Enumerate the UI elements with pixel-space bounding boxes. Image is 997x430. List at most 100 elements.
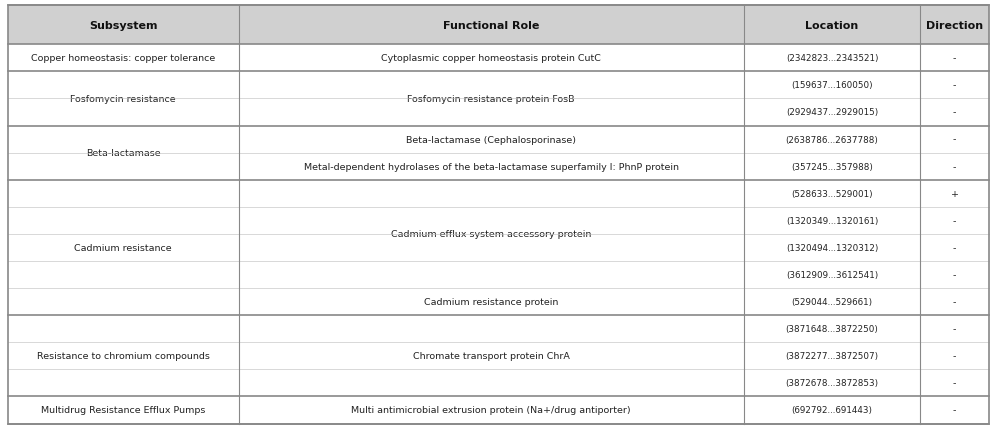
Bar [920, 234, 989, 261]
Text: Cadmium resistance: Cadmium resistance [75, 243, 172, 252]
Text: (357245...357988): (357245...357988) [791, 162, 873, 171]
Bar [238, 207, 744, 234]
Bar [920, 126, 989, 153]
Bar [238, 72, 744, 99]
Bar [238, 99, 744, 126]
Bar [238, 316, 744, 342]
Bar [238, 126, 744, 153]
Bar [238, 369, 744, 396]
Bar [744, 45, 920, 72]
Text: Resistance to chromium compounds: Resistance to chromium compounds [37, 351, 209, 360]
Text: +: + [951, 189, 959, 198]
Bar [744, 342, 920, 369]
Text: Copper homeostasis: copper tolerance: Copper homeostasis: copper tolerance [31, 54, 215, 63]
Text: Cadmium resistance protein: Cadmium resistance protein [424, 298, 558, 307]
Text: Cadmium efflux system accessory protein: Cadmium efflux system accessory protein [391, 230, 591, 239]
Text: Beta-lactamase (Cephalosporinase): Beta-lactamase (Cephalosporinase) [406, 135, 576, 144]
Text: -: - [953, 351, 956, 360]
Text: (2929437...2929015): (2929437...2929015) [786, 108, 878, 117]
Bar [744, 261, 920, 289]
Bar [238, 289, 744, 316]
Bar [744, 289, 920, 316]
Text: -: - [953, 325, 956, 333]
Text: -: - [953, 81, 956, 90]
Bar [8, 180, 238, 207]
Bar [238, 234, 744, 261]
Bar [8, 45, 238, 72]
Bar [920, 289, 989, 316]
Bar [8, 153, 238, 180]
Text: (159637...160050): (159637...160050) [792, 81, 872, 90]
Text: -: - [953, 162, 956, 171]
Bar [8, 234, 238, 261]
Text: Metal-dependent hydrolases of the beta-lactamase superfamily I: PhnP protein: Metal-dependent hydrolases of the beta-l… [304, 162, 679, 171]
Bar [238, 396, 744, 424]
Bar [920, 207, 989, 234]
Text: -: - [953, 378, 956, 387]
Bar [744, 126, 920, 153]
Bar [744, 6, 920, 45]
Text: -: - [953, 135, 956, 144]
Bar [920, 45, 989, 72]
Text: Functional Role: Functional Role [443, 21, 539, 31]
Text: (2342823...2343521): (2342823...2343521) [786, 54, 878, 63]
Text: Multi antimicrobial extrusion protein (Na+/drug antiporter): Multi antimicrobial extrusion protein (N… [351, 405, 631, 415]
Bar [8, 396, 238, 424]
Bar [238, 45, 744, 72]
Text: Chromate transport protein ChrA: Chromate transport protein ChrA [413, 351, 569, 360]
Bar [920, 261, 989, 289]
Text: Direction: Direction [926, 21, 983, 31]
Text: (529044...529661): (529044...529661) [792, 298, 872, 307]
Text: -: - [953, 298, 956, 307]
Text: -: - [953, 405, 956, 415]
Text: -: - [953, 216, 956, 225]
Text: (3871648...3872250): (3871648...3872250) [786, 325, 878, 333]
Text: -: - [953, 270, 956, 280]
Bar [238, 6, 744, 45]
Text: Fosfomycin resistance: Fosfomycin resistance [71, 95, 176, 104]
Bar [744, 316, 920, 342]
Text: Beta-lactamase: Beta-lactamase [86, 149, 161, 158]
Bar [8, 342, 238, 369]
Bar [744, 153, 920, 180]
Text: -: - [953, 54, 956, 63]
Bar [920, 153, 989, 180]
Text: Multidrug Resistance Efflux Pumps: Multidrug Resistance Efflux Pumps [41, 405, 205, 415]
Text: (1320494...1320312): (1320494...1320312) [786, 243, 878, 252]
Bar [744, 207, 920, 234]
Bar [8, 207, 238, 234]
Bar [238, 261, 744, 289]
Bar [920, 99, 989, 126]
Bar [238, 153, 744, 180]
Text: (3872277...3872507): (3872277...3872507) [786, 351, 878, 360]
Bar [238, 180, 744, 207]
Bar [8, 72, 238, 99]
Bar [8, 126, 238, 153]
Text: (3612909...3612541): (3612909...3612541) [786, 270, 878, 280]
Bar [920, 396, 989, 424]
Bar [8, 289, 238, 316]
Text: Fosfomycin resistance protein FosB: Fosfomycin resistance protein FosB [408, 95, 575, 104]
Bar [920, 369, 989, 396]
Text: Subsystem: Subsystem [89, 21, 158, 31]
Bar [920, 180, 989, 207]
Text: (1320349...1320161): (1320349...1320161) [786, 216, 878, 225]
Bar [920, 6, 989, 45]
Bar [744, 369, 920, 396]
Text: (3872678...3872853): (3872678...3872853) [786, 378, 878, 387]
Text: (692792...691443): (692792...691443) [792, 405, 872, 415]
Text: Cytoplasmic copper homeostasis protein CutC: Cytoplasmic copper homeostasis protein C… [381, 54, 601, 63]
Bar [744, 396, 920, 424]
Bar [744, 99, 920, 126]
Bar [744, 180, 920, 207]
Bar [8, 6, 238, 45]
Bar [238, 342, 744, 369]
Text: (2638786...2637788): (2638786...2637788) [786, 135, 878, 144]
Bar [744, 72, 920, 99]
Bar [920, 342, 989, 369]
Bar [920, 72, 989, 99]
Bar [744, 234, 920, 261]
Text: (528633...529001): (528633...529001) [792, 189, 872, 198]
Text: -: - [953, 108, 956, 117]
Text: -: - [953, 243, 956, 252]
